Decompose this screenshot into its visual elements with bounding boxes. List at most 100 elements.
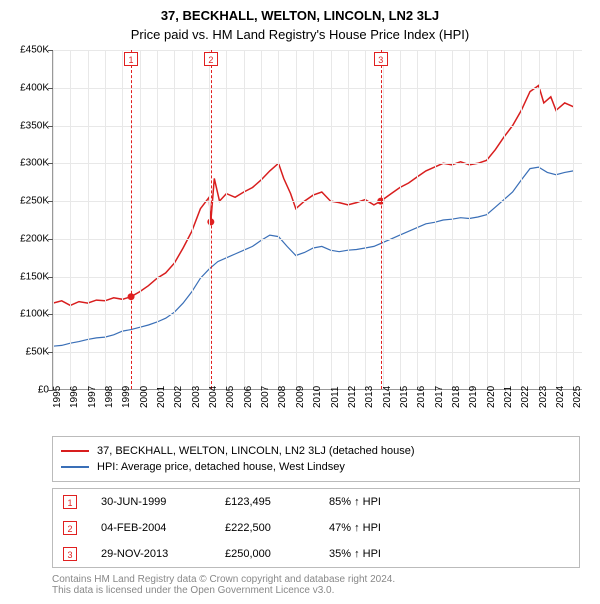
x-axis-label: 2012 [347, 386, 358, 408]
chart-plot-area: £0£50K£100K£150K£200K£250K£300K£350K£400… [52, 50, 582, 390]
sale-price: £222,500 [225, 522, 305, 534]
y-axis-label: £250K [20, 196, 49, 207]
gridline-v [122, 50, 123, 389]
x-axis-label: 2025 [572, 386, 583, 408]
sale-marker-line [211, 50, 212, 389]
legend-label: HPI: Average price, detached house, West… [97, 461, 345, 473]
x-axis-label: 2013 [364, 386, 375, 408]
x-axis-label: 2024 [555, 386, 566, 408]
gridline-v [261, 50, 262, 389]
x-axis-label: 2018 [451, 386, 462, 408]
x-axis-label: 2000 [139, 386, 150, 408]
gridline-v [504, 50, 505, 389]
sale-index-box: 1 [63, 495, 77, 509]
sale-marker-label: 1 [124, 52, 138, 66]
gridline-v [157, 50, 158, 389]
y-axis-label: £200K [20, 233, 49, 244]
sale-date: 30-JUN-1999 [101, 496, 201, 508]
x-axis-label: 2004 [208, 386, 219, 408]
y-axis-label: £50K [26, 347, 49, 358]
gridline-v [383, 50, 384, 389]
gridline-v [487, 50, 488, 389]
y-axis-label: £450K [20, 45, 49, 56]
legend-row: HPI: Average price, detached house, West… [61, 459, 571, 475]
x-axis-label: 2010 [312, 386, 323, 408]
gridline-v [365, 50, 366, 389]
gridline-h [53, 201, 582, 202]
gridline-v [331, 50, 332, 389]
gridline-v [469, 50, 470, 389]
footer-attribution: Contains HM Land Registry data © Crown c… [52, 574, 580, 596]
sale-index-box: 2 [63, 521, 77, 535]
y-axis-label: £350K [20, 120, 49, 131]
gridline-v [417, 50, 418, 389]
gridline-v [296, 50, 297, 389]
gridline-v [53, 50, 54, 389]
x-axis-label: 2002 [173, 386, 184, 408]
sale-index-box: 3 [63, 547, 77, 561]
x-axis-label: 2008 [277, 386, 288, 408]
gridline-v [348, 50, 349, 389]
x-axis-label: 2015 [399, 386, 410, 408]
gridline-v [539, 50, 540, 389]
sale-marker-line [381, 50, 382, 389]
y-axis-label: £400K [20, 82, 49, 93]
gridline-v [313, 50, 314, 389]
x-axis-label: 1995 [52, 386, 63, 408]
gridline-h [53, 50, 582, 51]
y-axis-label: £100K [20, 309, 49, 320]
legend-swatch [61, 450, 89, 452]
sale-price: £123,495 [225, 496, 305, 508]
table-row: 2 04-FEB-2004 £222,500 47% ↑ HPI [53, 515, 579, 541]
gridline-v [452, 50, 453, 389]
gridline-v [573, 50, 574, 389]
x-axis-label: 2003 [191, 386, 202, 408]
gridline-h [53, 314, 582, 315]
gridline-v [435, 50, 436, 389]
y-axis-label: £150K [20, 271, 49, 282]
sale-marker-label: 3 [374, 52, 388, 66]
legend-label: 37, BECKHALL, WELTON, LINCOLN, LN2 3LJ (… [97, 445, 415, 457]
x-axis-label: 2017 [434, 386, 445, 408]
chart-title: 37, BECKHALL, WELTON, LINCOLN, LN2 3LJ [10, 8, 590, 23]
gridline-v [278, 50, 279, 389]
sales-table: 1 30-JUN-1999 £123,495 85% ↑ HPI 2 04-FE… [52, 488, 580, 568]
x-axis-label: 2007 [260, 386, 271, 408]
x-axis-label: 2023 [538, 386, 549, 408]
gridline-v [244, 50, 245, 389]
legend-row: 37, BECKHALL, WELTON, LINCOLN, LN2 3LJ (… [61, 443, 571, 459]
table-row: 1 30-JUN-1999 £123,495 85% ↑ HPI [53, 489, 579, 515]
gridline-v [556, 50, 557, 389]
sale-vs-hpi: 85% ↑ HPI [329, 496, 419, 508]
table-row: 3 29-NOV-2013 £250,000 35% ↑ HPI [53, 541, 579, 567]
legend-swatch [61, 466, 89, 468]
gridline-h [53, 277, 582, 278]
gridline-h [53, 239, 582, 240]
x-axis-label: 1996 [69, 386, 80, 408]
x-axis-label: 1997 [87, 386, 98, 408]
gridline-v [192, 50, 193, 389]
gridline-h [53, 352, 582, 353]
x-axis-label: 2019 [468, 386, 479, 408]
x-axis-label: 1999 [121, 386, 132, 408]
x-axis-label: 2021 [503, 386, 514, 408]
x-axis-label: 2020 [486, 386, 497, 408]
gridline-h [53, 163, 582, 164]
y-axis-label: £300K [20, 158, 49, 169]
sale-vs-hpi: 35% ↑ HPI [329, 548, 419, 560]
x-axis-label: 1998 [104, 386, 115, 408]
sale-price: £250,000 [225, 548, 305, 560]
x-axis-label: 2001 [156, 386, 167, 408]
gridline-v [226, 50, 227, 389]
gridline-v [140, 50, 141, 389]
x-axis-label: 2016 [416, 386, 427, 408]
x-axis-label: 2014 [382, 386, 393, 408]
sale-date: 04-FEB-2004 [101, 522, 201, 534]
gridline-h [53, 88, 582, 89]
chart-subtitle: Price paid vs. HM Land Registry's House … [10, 27, 590, 42]
sale-marker-line [131, 50, 132, 389]
gridline-v [70, 50, 71, 389]
x-axis-label: 2011 [330, 386, 341, 408]
x-axis-label: 2022 [520, 386, 531, 408]
x-axis-label: 2009 [295, 386, 306, 408]
